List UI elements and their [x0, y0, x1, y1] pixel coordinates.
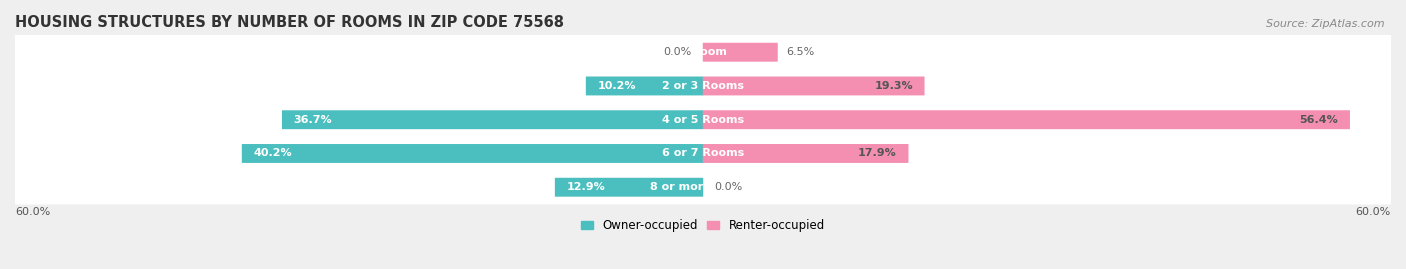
- Text: 1 Room: 1 Room: [679, 47, 727, 57]
- FancyBboxPatch shape: [555, 178, 703, 197]
- FancyBboxPatch shape: [703, 110, 1350, 129]
- FancyBboxPatch shape: [8, 35, 1398, 69]
- Text: 60.0%: 60.0%: [15, 207, 51, 217]
- Text: 2 or 3 Rooms: 2 or 3 Rooms: [662, 81, 744, 91]
- Text: 60.0%: 60.0%: [1355, 207, 1391, 217]
- Text: 0.0%: 0.0%: [714, 182, 742, 192]
- Text: 19.3%: 19.3%: [875, 81, 912, 91]
- Text: 36.7%: 36.7%: [294, 115, 332, 125]
- Text: 56.4%: 56.4%: [1299, 115, 1339, 125]
- Text: 8 or more Rooms: 8 or more Rooms: [650, 182, 756, 192]
- FancyBboxPatch shape: [703, 43, 778, 62]
- FancyBboxPatch shape: [703, 76, 925, 95]
- Text: 12.9%: 12.9%: [567, 182, 606, 192]
- FancyBboxPatch shape: [242, 144, 703, 163]
- Text: 4 or 5 Rooms: 4 or 5 Rooms: [662, 115, 744, 125]
- Text: HOUSING STRUCTURES BY NUMBER OF ROOMS IN ZIP CODE 75568: HOUSING STRUCTURES BY NUMBER OF ROOMS IN…: [15, 15, 564, 30]
- Text: 0.0%: 0.0%: [664, 47, 692, 57]
- Text: Source: ZipAtlas.com: Source: ZipAtlas.com: [1267, 19, 1385, 29]
- FancyBboxPatch shape: [703, 144, 908, 163]
- FancyBboxPatch shape: [8, 69, 1398, 103]
- FancyBboxPatch shape: [586, 76, 703, 95]
- Text: 6 or 7 Rooms: 6 or 7 Rooms: [662, 148, 744, 158]
- FancyBboxPatch shape: [8, 102, 1398, 137]
- FancyBboxPatch shape: [8, 136, 1398, 171]
- Text: 6.5%: 6.5%: [787, 47, 815, 57]
- Text: 17.9%: 17.9%: [858, 148, 897, 158]
- FancyBboxPatch shape: [283, 110, 703, 129]
- Text: 40.2%: 40.2%: [253, 148, 292, 158]
- Legend: Owner-occupied, Renter-occupied: Owner-occupied, Renter-occupied: [579, 217, 827, 235]
- FancyBboxPatch shape: [8, 170, 1398, 204]
- Text: 10.2%: 10.2%: [598, 81, 636, 91]
